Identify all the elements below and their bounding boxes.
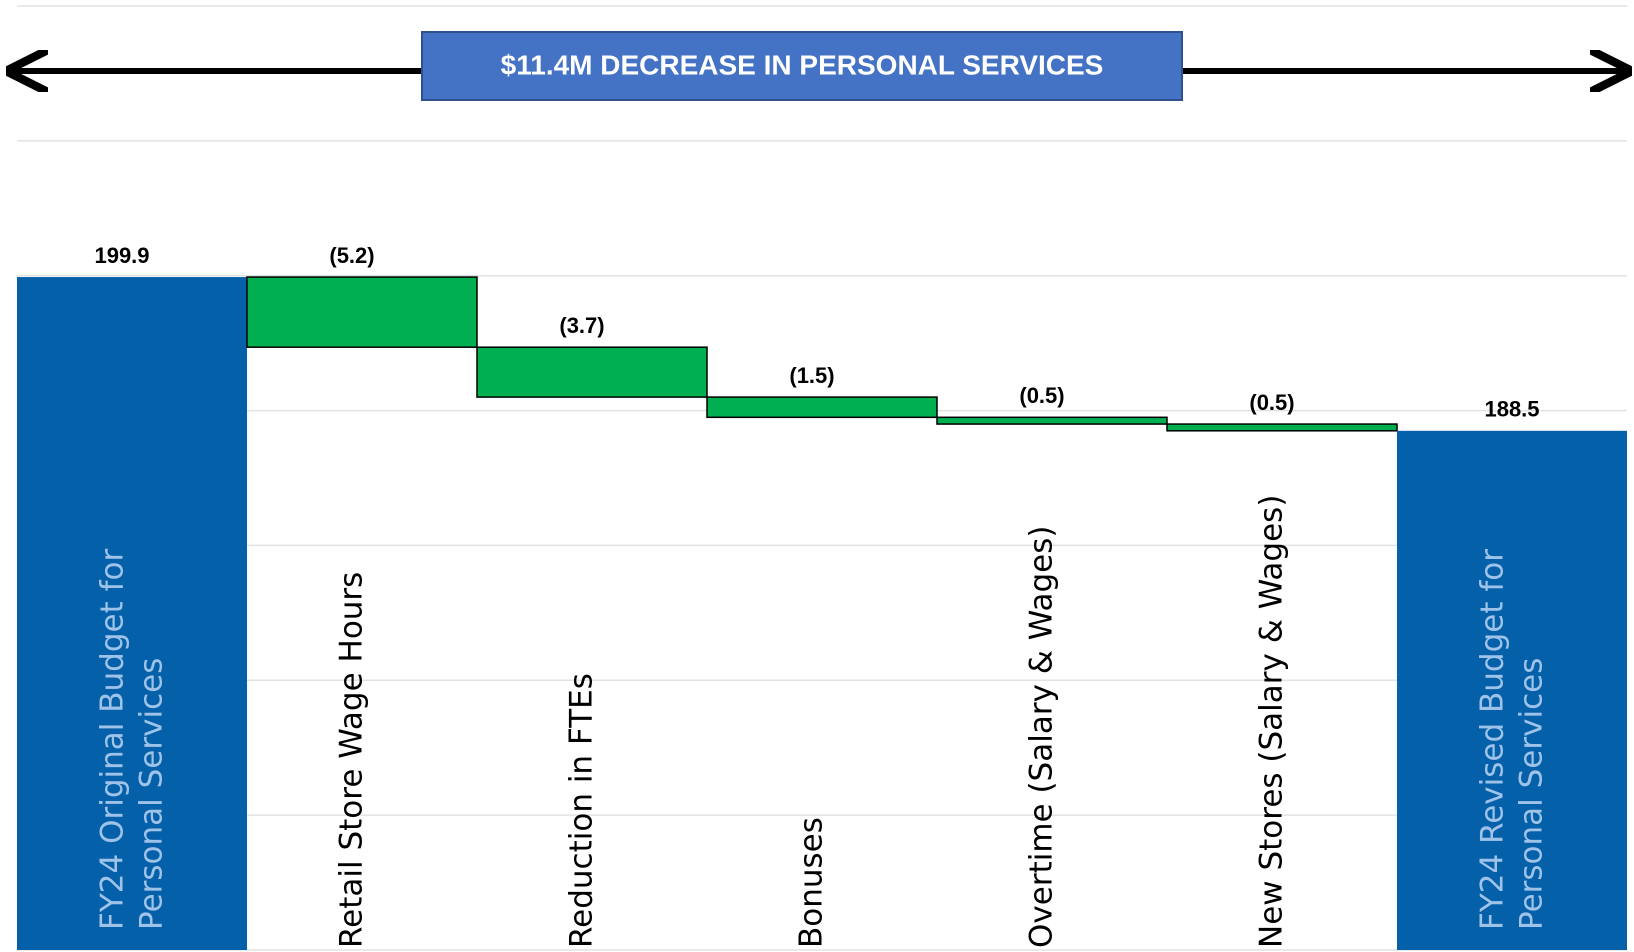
category-label: FY24 Original Budget for Personal Servic…	[94, 548, 169, 930]
value-label: (5.2)	[329, 243, 374, 268]
bar	[1397, 430, 1627, 950]
category-label: Reduction in FTEs	[563, 673, 600, 948]
category-label: FY24 Revised Budget for Personal Service…	[1474, 549, 1549, 930]
value-label: 188.5	[1484, 397, 1539, 422]
bar	[17, 277, 247, 950]
bar	[936, 416, 1168, 425]
value-label: (0.5)	[1019, 383, 1064, 408]
category-label: Overtime (Salary & Wages)	[1023, 525, 1060, 948]
value-label: (3.7)	[559, 313, 604, 338]
category-label: Bonuses	[793, 817, 830, 948]
chart-title: $11.4M DECREASE IN PERSONAL SERVICES	[501, 49, 1104, 80]
bar	[246, 276, 478, 348]
value-label: (0.5)	[1249, 390, 1294, 415]
category-label: Retail Store Wage Hours	[333, 571, 370, 948]
value-label: (1.5)	[789, 363, 834, 388]
title-banner	[421, 31, 1183, 101]
value-label: 199.9	[94, 243, 149, 268]
bar	[1166, 423, 1398, 432]
category-label: New Stores (Salary & Wages)	[1253, 494, 1290, 948]
bar	[706, 396, 938, 419]
bar	[476, 346, 708, 398]
